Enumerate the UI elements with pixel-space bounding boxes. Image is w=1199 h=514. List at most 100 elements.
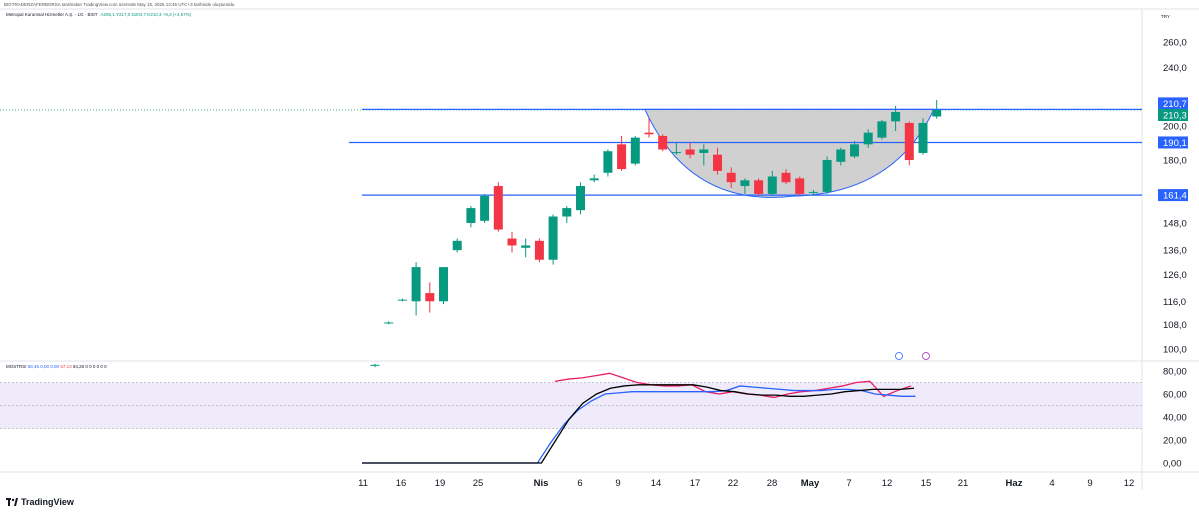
- price-tick-label: 260,0: [1163, 37, 1187, 48]
- candle-body: [548, 216, 558, 260]
- candle-body: [507, 238, 517, 246]
- candle-body: [466, 208, 476, 223]
- price-tag-label: 210,3: [1163, 111, 1187, 122]
- price-tag-label: 210,7: [1163, 99, 1187, 110]
- candle-body: [644, 132, 654, 135]
- time-tick-label: 7: [846, 478, 851, 489]
- time-tick-label: 12: [1124, 478, 1135, 489]
- oscillator-band: [0, 382, 1142, 429]
- candle-body: [877, 121, 887, 138]
- candle-body: [534, 240, 544, 260]
- candle-body: [713, 154, 722, 171]
- price-tag-label: 190,1: [1163, 138, 1187, 149]
- time-tick-label: Haz: [1006, 478, 1023, 489]
- candle-body: [452, 240, 462, 251]
- price-tag-bg: [1158, 97, 1188, 110]
- price-tick-label: 180,0: [1163, 156, 1187, 167]
- candle-body: [740, 180, 750, 187]
- oscillator-tick-label: 20,00: [1163, 436, 1187, 447]
- symbol-legend: Metropal Kurumsal Hizmetler A.Ş. · 1G · …: [6, 12, 191, 17]
- oscillator-name[interactable]: MOSTRSI: [6, 364, 27, 369]
- candle-body: [630, 137, 640, 164]
- candle-body: [439, 267, 448, 302]
- oscillator-legend: MOSTRSI 58,46 0,00 0,00 67,13 64,26 0 0 …: [6, 364, 107, 369]
- event-marker-icon: [922, 352, 930, 360]
- price-tag-label: 161,4: [1163, 191, 1187, 202]
- time-tick-label: 15: [921, 478, 932, 489]
- price-tag-bg: [1158, 136, 1188, 149]
- time-tick-label: 25: [473, 478, 484, 489]
- price-tag: 210,3: [1158, 109, 1188, 122]
- candle-body: [836, 149, 846, 162]
- candle-body: [658, 135, 668, 150]
- candle-body: [932, 110, 942, 117]
- price-tag: 190,1: [1158, 136, 1188, 149]
- price-tick-label: 240,0: [1163, 63, 1187, 74]
- candle-body: [425, 293, 435, 302]
- oscillator-values-rest: 64,26 0 0 0 0 0 0: [72, 364, 107, 369]
- time-tick-label: 11: [358, 478, 368, 489]
- time-tick-label: Nis: [534, 478, 549, 489]
- candle-body: [726, 172, 736, 183]
- candle-body: [685, 149, 695, 155]
- time-tick-label: 22: [728, 478, 739, 489]
- candle-body: [754, 180, 764, 194]
- ohlc-values: A206,1 Y217,0 D204,7 K210,3 +9,2 (+4,57%…: [100, 12, 192, 17]
- time-tick-label: 4: [1049, 478, 1054, 489]
- time-tick-label: 9: [1087, 478, 1092, 489]
- candle-body: [617, 144, 627, 170]
- time-tick-label: 16: [396, 478, 407, 489]
- price-tick-label: 126,0: [1163, 270, 1187, 281]
- candle-body: [576, 186, 585, 211]
- candle-body: [562, 208, 572, 217]
- oscillator-tick-label: 40,00: [1163, 413, 1187, 424]
- candle-body: [493, 186, 503, 230]
- candle-body: [397, 299, 407, 301]
- price-tick-label: 148,0: [1163, 218, 1187, 229]
- candle-body: [589, 178, 599, 181]
- candle-body: [699, 149, 709, 153]
- candle-body: [384, 322, 394, 324]
- candle-body: [918, 122, 928, 153]
- oscillator-values-blue: 58,46 0,00 0,00: [27, 364, 60, 369]
- oscillator-tick-label: 80,00: [1163, 367, 1187, 378]
- price-tag-bg: [1158, 189, 1188, 202]
- time-tick-label: 6: [577, 478, 582, 489]
- currency-label[interactable]: TRY: [1161, 14, 1170, 19]
- rsi-black-line: [362, 384, 915, 464]
- price-tick-label: 100,0: [1163, 345, 1187, 356]
- price-tick-label: 108,0: [1163, 320, 1187, 331]
- price-tick-label: 136,0: [1163, 246, 1187, 257]
- candle-body: [480, 195, 490, 221]
- price-tag: 210,7: [1158, 97, 1188, 110]
- time-tick-label: 19: [435, 478, 446, 489]
- candle-body: [411, 267, 421, 302]
- oscillator-tick-label: 0,00: [1163, 459, 1182, 470]
- candle-body: [850, 144, 859, 157]
- time-tick-label: 14: [651, 478, 662, 489]
- time-tick-label: 17: [690, 478, 701, 489]
- event-marker-icon: [895, 352, 903, 360]
- attribution-text: BIGTRADERZAFERBORSA tarafından TradingVi…: [4, 2, 235, 7]
- brand-name: TradingView: [21, 497, 74, 507]
- candle-body: [863, 132, 873, 145]
- candle-body: [603, 151, 613, 173]
- symbol-name[interactable]: Metropal Kurumsal Hizmetler A.Ş. · 1G · …: [6, 12, 98, 17]
- candle-body: [767, 176, 777, 194]
- tradingview-brand[interactable]: TradingView: [6, 497, 74, 507]
- price-tag-bg: [1158, 109, 1188, 121]
- candle-body: [904, 122, 914, 161]
- oscillator-values-red: 67,13: [60, 364, 72, 369]
- time-tick-label: 9: [615, 478, 620, 489]
- price-tick-label: 200,0: [1163, 122, 1187, 133]
- oscillator-tick-label: 60,00: [1163, 390, 1187, 401]
- time-tick-label: 12: [882, 478, 893, 489]
- tradingview-logo-icon: [6, 498, 18, 506]
- time-tick-label: 21: [958, 478, 969, 489]
- price-tag: 161,4: [1158, 189, 1188, 202]
- candle-body: [795, 178, 805, 194]
- candle-body: [521, 245, 531, 248]
- time-tick-label: 28: [767, 478, 778, 489]
- candle-body: [891, 111, 901, 122]
